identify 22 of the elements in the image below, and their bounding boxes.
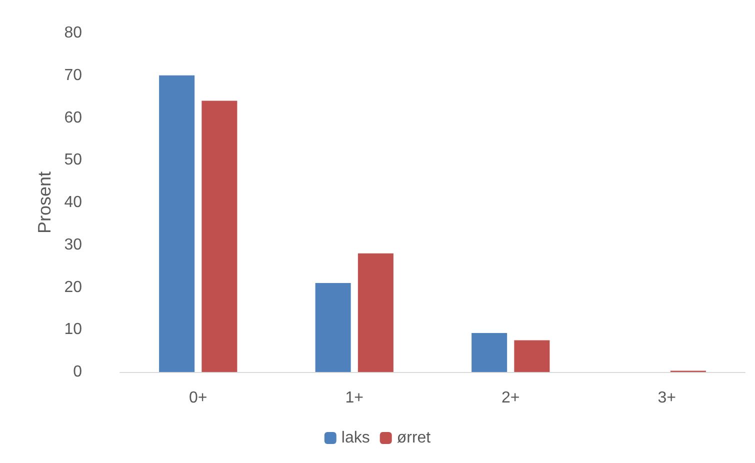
y-tick-label: 80 — [64, 24, 82, 42]
bar — [514, 340, 550, 372]
y-axis-title: Prosent — [34, 171, 54, 234]
legend-label: laks — [341, 430, 370, 446]
bar — [202, 100, 238, 372]
bar — [315, 283, 351, 372]
x-tick-label: 3+ — [658, 390, 676, 406]
x-tick-label: 1+ — [345, 390, 364, 406]
x-tick-label: 2+ — [502, 390, 520, 406]
y-tick-label: 20 — [64, 278, 82, 296]
bar — [472, 333, 508, 372]
bar — [358, 253, 394, 372]
x-tick-label: 0+ — [189, 390, 208, 406]
y-tick-label: 0 — [73, 364, 82, 380]
y-tick-label: 60 — [64, 109, 82, 126]
y-tick-label: 10 — [64, 321, 82, 338]
legend-label: ørret — [396, 430, 432, 446]
y-tick-label: 70 — [64, 66, 82, 84]
y-tick-label: 50 — [64, 152, 82, 169]
y-tick-label: 30 — [64, 236, 82, 254]
bar — [159, 75, 195, 372]
y-tick-label: 40 — [64, 194, 82, 211]
